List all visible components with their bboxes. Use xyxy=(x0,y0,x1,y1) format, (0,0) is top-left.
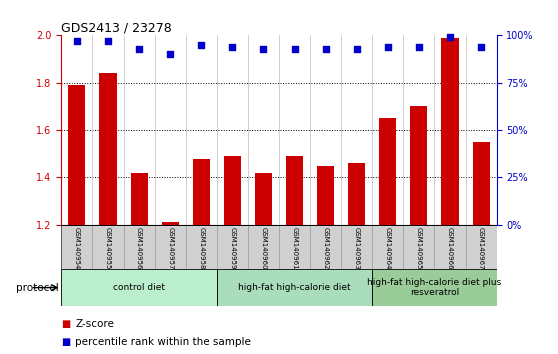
Point xyxy=(352,46,361,51)
Point xyxy=(445,34,454,40)
Text: protocol: protocol xyxy=(16,282,59,293)
Bar xyxy=(162,222,179,225)
Point xyxy=(477,44,485,50)
Bar xyxy=(99,73,117,225)
Text: high-fat high-calorie diet plus
resveratrol: high-fat high-calorie diet plus resverat… xyxy=(367,278,502,297)
Text: percentile rank within the sample: percentile rank within the sample xyxy=(75,337,251,347)
Text: GSM140962: GSM140962 xyxy=(323,227,329,269)
Text: GSM140965: GSM140965 xyxy=(416,227,422,269)
Bar xyxy=(317,166,334,225)
Bar xyxy=(217,269,372,306)
Point xyxy=(259,46,268,51)
Point xyxy=(134,46,143,51)
Bar xyxy=(131,173,148,225)
Bar xyxy=(69,85,85,225)
Text: GSM140956: GSM140956 xyxy=(136,227,142,269)
Point xyxy=(290,46,299,51)
Text: Z-score: Z-score xyxy=(75,319,114,329)
Text: GSM140966: GSM140966 xyxy=(447,227,453,270)
Bar xyxy=(61,269,217,306)
Bar xyxy=(410,107,427,225)
Bar xyxy=(372,269,497,306)
Text: ■: ■ xyxy=(61,319,71,329)
Point xyxy=(383,44,392,50)
Bar xyxy=(193,159,210,225)
Point xyxy=(228,44,237,50)
Text: control diet: control diet xyxy=(113,283,165,292)
Text: GSM140960: GSM140960 xyxy=(261,227,267,270)
Point xyxy=(166,51,175,57)
Bar xyxy=(224,156,241,225)
Point xyxy=(73,38,81,44)
Text: ■: ■ xyxy=(61,337,71,347)
Point xyxy=(104,38,113,44)
Text: GSM140964: GSM140964 xyxy=(385,227,391,269)
Point xyxy=(321,46,330,51)
Bar xyxy=(441,38,459,225)
Text: GSM140958: GSM140958 xyxy=(198,227,204,269)
Point xyxy=(197,42,206,48)
Text: GSM140963: GSM140963 xyxy=(354,227,360,270)
Bar xyxy=(348,163,365,225)
Text: GSM140967: GSM140967 xyxy=(478,227,484,270)
Text: GDS2413 / 23278: GDS2413 / 23278 xyxy=(61,21,172,34)
Text: GSM140955: GSM140955 xyxy=(105,227,111,269)
Text: GSM140959: GSM140959 xyxy=(229,227,235,269)
Bar xyxy=(255,173,272,225)
Text: high-fat high-calorie diet: high-fat high-calorie diet xyxy=(238,283,351,292)
Point xyxy=(415,44,424,50)
Text: GSM140957: GSM140957 xyxy=(167,227,173,269)
Text: GSM140961: GSM140961 xyxy=(291,227,297,270)
Text: GSM140954: GSM140954 xyxy=(74,227,80,269)
Bar xyxy=(379,118,396,225)
Bar xyxy=(286,156,303,225)
Bar xyxy=(473,142,489,225)
